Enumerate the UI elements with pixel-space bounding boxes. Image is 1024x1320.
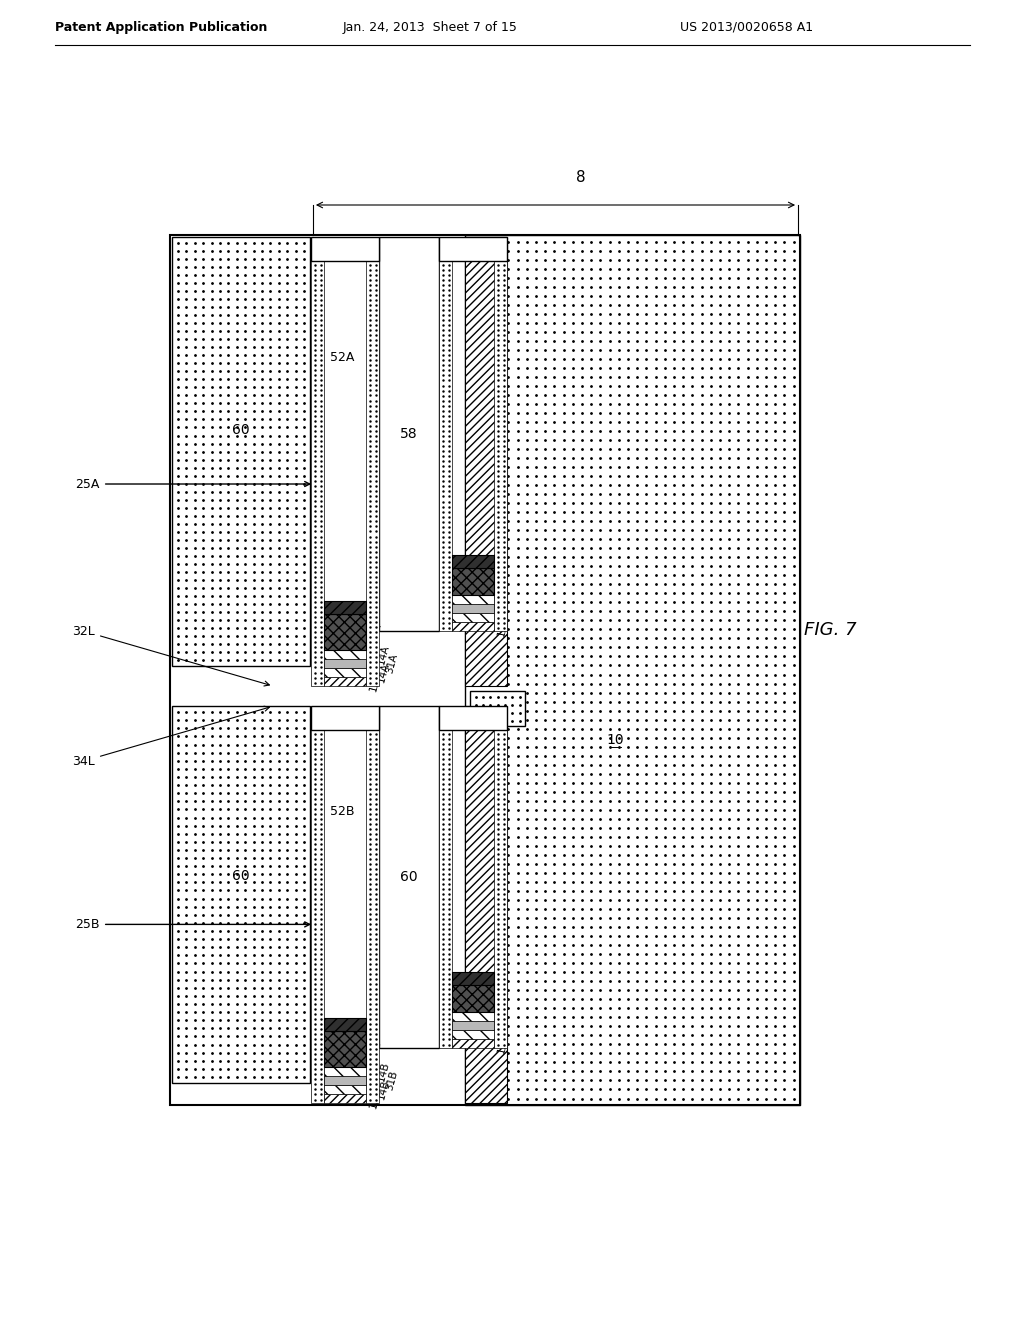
Text: 20: 20 [466, 713, 480, 723]
Text: 12B: 12B [368, 1088, 383, 1110]
Bar [379, 706, 439, 1048]
Bar [366, 261, 379, 686]
Bar [172, 238, 310, 667]
Bar [324, 1031, 366, 1067]
Text: 25B: 25B [76, 917, 309, 931]
Bar [324, 614, 366, 651]
Text: 20: 20 [466, 244, 480, 253]
Bar [324, 659, 366, 668]
Text: 14B: 14B [376, 1078, 391, 1101]
Text: 12A: 12A [496, 615, 511, 638]
Text: 60: 60 [400, 870, 418, 884]
Bar [465, 238, 507, 686]
Bar [324, 601, 366, 614]
Bar [170, 235, 800, 1105]
Bar [452, 622, 494, 631]
Bar [465, 235, 800, 1105]
Bar [311, 730, 324, 1104]
Text: 12A: 12A [368, 671, 383, 693]
Text: FIG. 7: FIG. 7 [804, 620, 856, 639]
Text: 16B: 16B [496, 987, 511, 1010]
Bar [324, 677, 366, 686]
Text: 60: 60 [232, 869, 250, 883]
Text: 25A: 25A [76, 478, 309, 491]
Bar [439, 730, 452, 1048]
Bar [311, 238, 379, 261]
Bar [324, 1076, 366, 1085]
Bar [465, 706, 507, 1104]
Text: 46B: 46B [496, 966, 511, 989]
Text: 34L: 34L [73, 706, 269, 768]
Text: 12B: 12B [496, 1032, 511, 1055]
Text: 16B: 16B [368, 1038, 383, 1060]
Bar [324, 1094, 366, 1104]
Text: 32L: 32L [73, 624, 269, 686]
Bar [452, 985, 494, 1012]
Bar [494, 261, 507, 631]
Text: 52A: 52A [330, 351, 354, 363]
Text: 14A: 14A [376, 643, 391, 665]
Bar [452, 1020, 494, 1030]
Bar [439, 706, 507, 730]
Text: 10: 10 [607, 733, 625, 747]
Bar [452, 612, 494, 622]
Bar [494, 730, 507, 1048]
Text: 20: 20 [338, 244, 352, 253]
Text: 14B: 14B [376, 1060, 391, 1082]
Bar [324, 1018, 366, 1031]
Text: 46A: 46A [368, 595, 383, 618]
Text: US 2013/0020658 A1: US 2013/0020658 A1 [680, 21, 813, 33]
Bar [470, 692, 525, 726]
Bar [324, 651, 366, 659]
Bar [452, 1030, 494, 1039]
Text: 46B: 46B [368, 1012, 383, 1035]
Bar [379, 238, 439, 631]
Text: Jan. 24, 2013  Sheet 7 of 15: Jan. 24, 2013 Sheet 7 of 15 [343, 21, 517, 33]
Text: 8: 8 [575, 170, 586, 185]
Bar [452, 554, 494, 568]
Bar [172, 706, 310, 1082]
Text: 16A: 16A [496, 570, 511, 593]
Bar [452, 605, 494, 612]
Bar [311, 261, 324, 686]
Text: 58: 58 [400, 428, 418, 441]
Text: 52B: 52B [330, 805, 354, 818]
Bar [324, 1085, 366, 1094]
Text: 60: 60 [232, 424, 250, 437]
Text: 20: 20 [338, 713, 352, 723]
Text: 31B: 31B [384, 1069, 399, 1092]
Text: Patent Application Publication: Patent Application Publication [55, 21, 267, 33]
Bar [324, 668, 366, 677]
Text: 31A: 31A [384, 652, 399, 675]
Bar [439, 238, 507, 261]
Bar [311, 706, 379, 730]
Text: 16A: 16A [368, 620, 383, 643]
Text: 14A: 14A [376, 661, 391, 684]
Bar [452, 1039, 494, 1048]
Bar [452, 568, 494, 595]
Bar [452, 595, 494, 605]
Bar [324, 1067, 366, 1076]
Text: 46A: 46A [496, 549, 511, 572]
Bar [452, 972, 494, 985]
Bar [366, 730, 379, 1104]
Bar [439, 261, 452, 631]
Bar [452, 1012, 494, 1020]
